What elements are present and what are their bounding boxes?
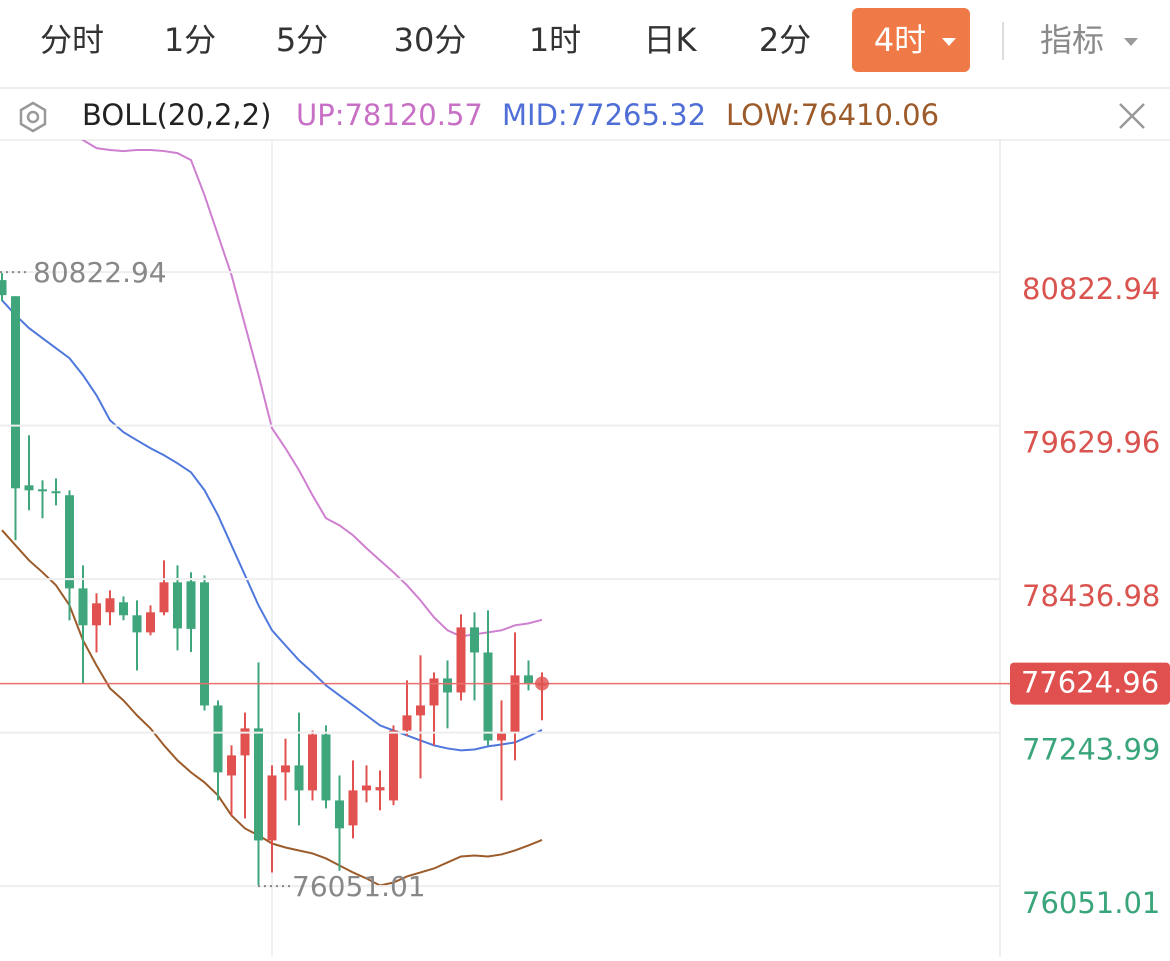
last-price-badge (1010, 662, 1170, 705)
candle-body (416, 705, 425, 716)
tab[interactable]: 30分 (394, 21, 467, 59)
y-tick-label: 77243.99 (1022, 733, 1160, 767)
candle-body (119, 602, 128, 616)
candle-body (483, 652, 493, 741)
candle-body (11, 296, 20, 489)
candle-body (402, 715, 412, 731)
y-tick-label: 79629.96 (1022, 426, 1160, 460)
tab[interactable]: 1时 (529, 21, 581, 59)
settings-icon-dot (26, 110, 40, 124)
tab[interactable]: 2分 (759, 21, 811, 59)
candle-body (497, 733, 506, 741)
last-price-dot (535, 676, 549, 691)
settings-icon[interactable] (19, 101, 47, 133)
boll-upper (80, 140, 543, 638)
candle-body (240, 728, 250, 756)
close-icon[interactable] (1119, 103, 1145, 129)
y-tick-label: 78436.98 (1022, 579, 1160, 613)
candle-body (429, 678, 439, 706)
candle-body (105, 598, 115, 613)
indicator-mid: MID:77265.32 (502, 98, 706, 132)
candle-body (24, 485, 34, 491)
tab[interactable]: 日K (644, 21, 698, 59)
candle-body (0, 280, 7, 296)
candle-body (375, 787, 385, 791)
candle-body (254, 728, 263, 841)
low-annotation: 76051.01 (292, 870, 426, 903)
menu-caret (1124, 38, 1138, 46)
candle-body (65, 495, 74, 589)
candle-body (173, 582, 182, 629)
candle-body (470, 627, 479, 653)
last-price-label: 77624.96 (1021, 666, 1159, 700)
tab[interactable]: 5分 (276, 21, 328, 59)
candle-body (524, 675, 533, 684)
candle-body (510, 675, 520, 734)
high-annotation: 80822.94 (33, 256, 167, 289)
candle-body (213, 705, 223, 773)
candle-body (51, 491, 61, 494)
y-tick-label: 76051.01 (1022, 886, 1160, 920)
plot-area (0, 140, 547, 887)
candle-body (294, 765, 304, 791)
active-tab-caret (942, 38, 956, 46)
candle-body (348, 790, 358, 826)
boll-middle (1, 299, 543, 752)
tab[interactable]: 1分 (164, 21, 216, 59)
candle-body (146, 612, 155, 633)
candle-body (308, 734, 317, 791)
candle-body (362, 785, 371, 791)
candle-body (389, 730, 398, 801)
candle-body (132, 615, 142, 633)
candle-body (281, 765, 290, 773)
candle-body (321, 734, 331, 801)
indicator-name: BOLL(20,2,2) (82, 98, 271, 132)
candle-body (456, 627, 466, 693)
candle-body (78, 588, 88, 626)
candle-body (159, 582, 169, 613)
y-tick-label: 80822.94 (1022, 272, 1160, 306)
candle-body (186, 581, 196, 629)
indicator-low: LOW:76410.06 (726, 98, 939, 132)
candle-body (227, 755, 236, 776)
candle-body (335, 800, 344, 829)
tab[interactable]: 分时 (40, 21, 104, 59)
tab[interactable]: 4时 (874, 21, 926, 59)
candle-body (92, 603, 101, 626)
candle-body (38, 489, 47, 492)
candle-body (200, 582, 209, 706)
candle-body (443, 678, 452, 693)
indicator-menu[interactable]: 指标 (1040, 21, 1104, 59)
indicator-up: UP:78120.57 (296, 98, 483, 132)
candle-body (267, 775, 277, 841)
active-tab-bg (852, 8, 970, 72)
